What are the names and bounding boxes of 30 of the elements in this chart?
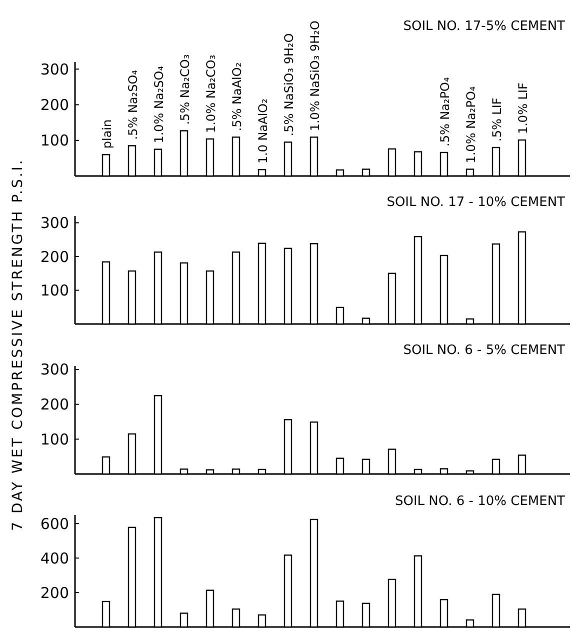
y-tick-label: 100 [40, 430, 69, 448]
x-tick-label: .5% Na₂PO₄ [438, 77, 452, 146]
x-tick-label: 1.0% Na₂PO₄ [464, 86, 478, 164]
x-tick-label: 1.0% LIF [516, 82, 530, 134]
x-tick-label: 1.0% NaSiO₃ 9H₂O [308, 20, 322, 132]
x-tick-label: 1.0% Na₂CO₃ [204, 54, 218, 133]
chart-title: SOIL NO. 17 - 10% CEMENT [386, 195, 566, 210]
chart-title: SOIL NO. 17-5% CEMENT [403, 19, 566, 34]
y-tick-label: 200 [40, 96, 69, 114]
x-tick-label: .5% Na₂CO₃ [178, 54, 192, 125]
y-tick-label: 300 [40, 214, 69, 232]
y-tick-label: 100 [40, 132, 69, 150]
y-tick-label: 200 [40, 584, 69, 602]
x-tick-label: .5% Na₂SO₄ [126, 70, 140, 140]
y-tick-label: 600 [40, 514, 69, 533]
y-tick-label: 300 [40, 360, 69, 379]
y-tick-label: 100 [40, 282, 69, 300]
x-tick-label: .5% LIF [490, 98, 504, 142]
y-tick-label: 300 [40, 60, 69, 78]
y-tick-label: 200 [40, 396, 69, 414]
x-tick-label: 1.0% Na₂SO₄ [152, 66, 166, 144]
y-tick-label: 400 [40, 549, 69, 568]
x-tick-label: .5% NaSiO₃ 9H₂O [282, 33, 296, 136]
y-tick-label: 200 [40, 248, 69, 266]
y-axis-title: 7 DAY WET COMPRESSIVE STRENGTH P.S.I. [10, 158, 26, 531]
x-tick-label: .5% NaAlO₂ [230, 62, 244, 132]
x-tick-label: plain [100, 119, 114, 149]
chart-title: SOIL NO. 6 - 5% CEMENT [403, 343, 566, 358]
chart-title: SOIL NO. 6 - 10% CEMENT [394, 494, 566, 509]
x-tick-label: 1.0 NaAlO₂ [256, 98, 270, 164]
